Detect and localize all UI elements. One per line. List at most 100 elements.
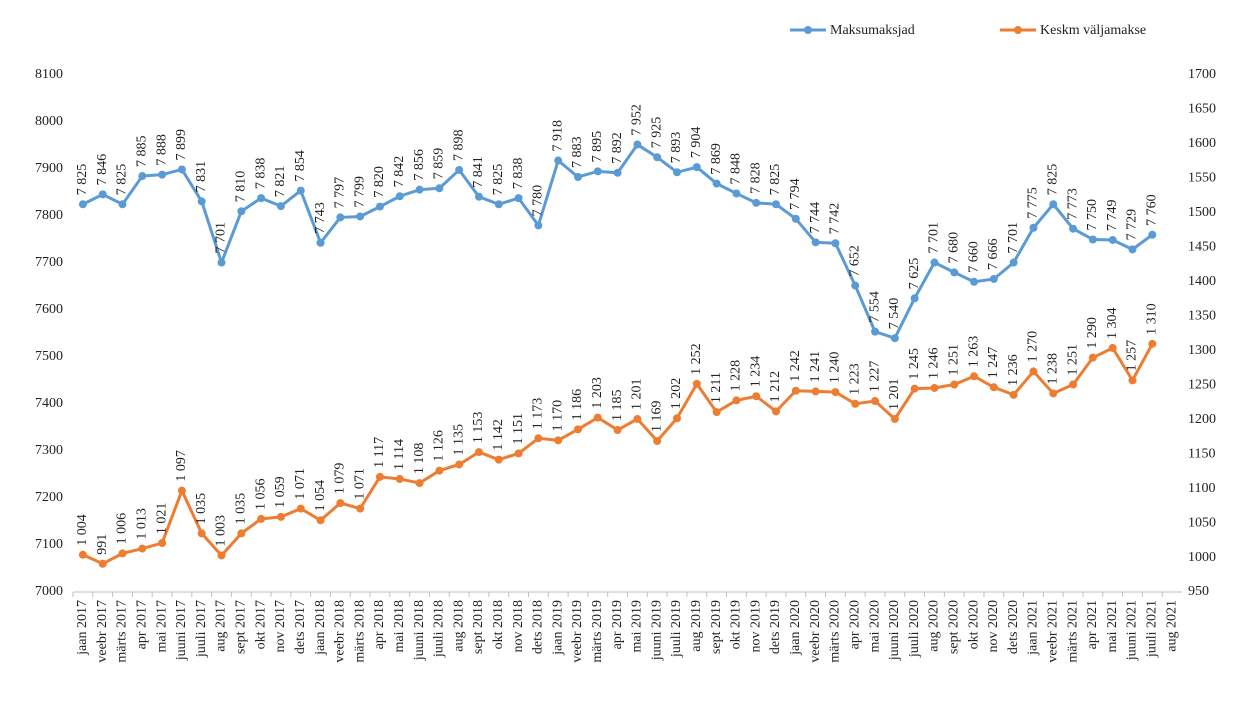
x-tick-label: dets 2019 bbox=[768, 600, 783, 654]
x-tick-label: juuni 2020 bbox=[887, 600, 902, 661]
data-label: 1 071 bbox=[293, 468, 308, 500]
point bbox=[692, 163, 701, 172]
point bbox=[871, 327, 880, 336]
data-label: 7 554 bbox=[867, 291, 882, 323]
data-label: 1 169 bbox=[649, 401, 664, 433]
y2-tick-label: 1400 bbox=[1188, 274, 1216, 289]
data-label: 1 203 bbox=[590, 377, 605, 409]
x-tick-label: jaan 2017 bbox=[75, 600, 90, 656]
data-label: 1 186 bbox=[570, 389, 585, 421]
point bbox=[276, 202, 285, 211]
data-label: 7 742 bbox=[828, 203, 843, 235]
x-tick-label: märts 2019 bbox=[590, 600, 605, 663]
y2-tick-label: 1450 bbox=[1188, 240, 1216, 255]
data-label: 1 035 bbox=[194, 493, 209, 525]
y2-tick-label: 1000 bbox=[1188, 550, 1216, 565]
point bbox=[950, 268, 959, 277]
point bbox=[831, 239, 840, 248]
point bbox=[435, 184, 444, 193]
data-label: 7 893 bbox=[669, 132, 684, 164]
data-label: 1 246 bbox=[927, 347, 942, 379]
point bbox=[910, 294, 919, 303]
x-tick-label: märts 2017 bbox=[115, 600, 130, 663]
x-tick-label: jaan 2020 bbox=[788, 600, 803, 656]
data-label: 7 540 bbox=[887, 298, 902, 330]
data-label: 7 825 bbox=[491, 164, 506, 196]
data-label: 7 652 bbox=[847, 245, 862, 277]
data-label: 1 240 bbox=[828, 352, 843, 384]
point bbox=[653, 153, 662, 162]
data-label: 1 202 bbox=[669, 378, 684, 410]
point bbox=[296, 504, 305, 513]
y2-tick-label: 1650 bbox=[1188, 102, 1216, 117]
y2-tick-label: 1100 bbox=[1188, 481, 1215, 496]
data-label: 1 242 bbox=[788, 350, 803, 382]
point bbox=[474, 448, 483, 457]
point bbox=[593, 167, 602, 176]
data-label: 1 126 bbox=[432, 430, 447, 462]
data-label: 1 021 bbox=[154, 503, 169, 535]
point bbox=[1009, 390, 1018, 399]
point bbox=[811, 387, 820, 396]
point bbox=[673, 168, 682, 177]
data-label: 7 838 bbox=[253, 158, 268, 190]
y-tick-label: 7200 bbox=[35, 490, 63, 505]
data-label: 7 820 bbox=[372, 166, 387, 198]
data-label: 1 135 bbox=[451, 424, 466, 456]
point bbox=[1009, 258, 1018, 267]
x-tick-label: märts 2018 bbox=[352, 600, 367, 663]
x-tick-label: nov 2017 bbox=[273, 600, 288, 653]
point bbox=[930, 258, 939, 267]
data-label: 1 223 bbox=[847, 363, 862, 395]
legend-label: Maksumaksjad bbox=[830, 23, 915, 38]
data-label: 7 841 bbox=[471, 156, 486, 188]
point bbox=[356, 504, 365, 513]
point bbox=[494, 200, 503, 209]
data-label: 7 898 bbox=[451, 129, 466, 161]
data-label: 7 701 bbox=[214, 222, 229, 254]
data-label: 7 797 bbox=[333, 177, 348, 209]
x-tick-label: juuli 2019 bbox=[669, 600, 684, 658]
data-label: 7 825 bbox=[768, 164, 783, 196]
point bbox=[415, 479, 424, 488]
point bbox=[633, 414, 642, 423]
y2-tick-label: 1300 bbox=[1188, 343, 1216, 358]
data-label: 1 263 bbox=[966, 336, 981, 368]
x-tick-label: juuni 2018 bbox=[412, 600, 427, 661]
data-label: 1 054 bbox=[313, 480, 328, 512]
x-tick-label: juuli 2017 bbox=[194, 600, 209, 658]
y-tick-label: 7300 bbox=[35, 443, 63, 458]
point bbox=[752, 392, 761, 401]
data-label: 1 003 bbox=[214, 515, 229, 547]
data-label: 7 760 bbox=[1145, 194, 1160, 226]
point bbox=[573, 172, 582, 181]
x-tick-label: dets 2017 bbox=[293, 600, 308, 654]
x-tick-label: aug 2020 bbox=[927, 600, 942, 652]
point bbox=[1049, 389, 1058, 398]
data-label: 7 892 bbox=[610, 132, 625, 164]
point bbox=[1108, 235, 1117, 244]
point bbox=[534, 434, 543, 443]
data-label: 1 201 bbox=[630, 378, 645, 410]
point bbox=[732, 396, 741, 405]
point bbox=[851, 399, 860, 408]
point bbox=[554, 436, 563, 445]
y-tick-label: 7700 bbox=[35, 255, 63, 270]
data-label: 7 821 bbox=[273, 166, 288, 198]
x-tick-label: nov 2020 bbox=[986, 600, 1001, 653]
point bbox=[514, 449, 523, 458]
point bbox=[474, 192, 483, 201]
point bbox=[78, 200, 87, 209]
y-tick-label: 7400 bbox=[35, 396, 63, 411]
point bbox=[217, 258, 226, 267]
data-label: 7 895 bbox=[590, 131, 605, 163]
point bbox=[613, 168, 622, 177]
data-label: 7 856 bbox=[412, 149, 427, 181]
x-tick-label: jaan 2018 bbox=[313, 600, 328, 656]
point bbox=[336, 213, 345, 222]
data-label: 7 918 bbox=[550, 120, 565, 152]
point bbox=[1148, 339, 1157, 348]
point bbox=[395, 474, 404, 483]
point bbox=[791, 386, 800, 395]
